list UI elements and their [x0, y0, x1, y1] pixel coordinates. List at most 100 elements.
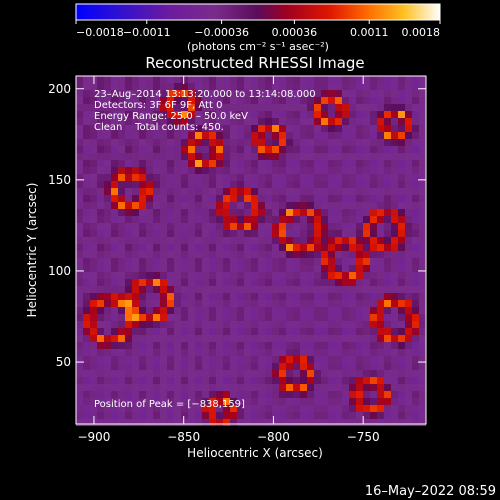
- heatmap-cell: [237, 398, 244, 405]
- heatmap-cell: [244, 391, 251, 398]
- heatmap-cell: [125, 153, 132, 160]
- heatmap-cell: [230, 356, 237, 363]
- heatmap-cell: [286, 398, 293, 405]
- heatmap-cell: [251, 349, 258, 356]
- heatmap-cell: [384, 356, 391, 363]
- heatmap-cell: [195, 216, 202, 223]
- heatmap-cell: [286, 139, 293, 146]
- heatmap-cell: [111, 412, 118, 419]
- heatmap-cell: [216, 328, 223, 335]
- heatmap-cell: [328, 412, 335, 419]
- heatmap-cell: [251, 209, 258, 216]
- heatmap-cell: [349, 356, 356, 363]
- heatmap-cell: [251, 139, 258, 146]
- heatmap-cell: [167, 125, 174, 132]
- heatmap-cell: [300, 335, 307, 342]
- heatmap-cell: [265, 237, 272, 244]
- heatmap-cell: [83, 356, 90, 363]
- heatmap-cell: [370, 90, 377, 97]
- heatmap-cell: [153, 146, 160, 153]
- heatmap-cell: [321, 83, 328, 90]
- heatmap-cell: [216, 125, 223, 132]
- heatmap-cell: [244, 342, 251, 349]
- heatmap-cell: [216, 258, 223, 265]
- heatmap-cell: [125, 363, 132, 370]
- heatmap-cell: [83, 244, 90, 251]
- heatmap-cell: [265, 230, 272, 237]
- heatmap-cell: [167, 83, 174, 90]
- heatmap-cell: [118, 153, 125, 160]
- heatmap-cell: [398, 279, 405, 286]
- heatmap-cell: [237, 160, 244, 167]
- heatmap-cell: [251, 181, 258, 188]
- heatmap-cell: [272, 398, 279, 405]
- heatmap-cell: [195, 419, 202, 426]
- heatmap-cell: [286, 377, 293, 384]
- heatmap-cell: [188, 279, 195, 286]
- heatmap-cell: [335, 83, 342, 90]
- heatmap-cell: [321, 412, 328, 419]
- heatmap-cell: [104, 258, 111, 265]
- heatmap-cell: [202, 300, 209, 307]
- heatmap-cell: [286, 286, 293, 293]
- heatmap-cell: [384, 293, 391, 300]
- heatmap-cell: [118, 202, 125, 209]
- heatmap-cell: [377, 419, 384, 426]
- heatmap-cell: [419, 132, 426, 139]
- heatmap-cell: [104, 321, 111, 328]
- heatmap-cell: [251, 223, 258, 230]
- heatmap-cell: [328, 349, 335, 356]
- annotation-detectors: Detectors: 3F 6F 9F, Att 0: [94, 100, 222, 111]
- heatmap-cell: [377, 391, 384, 398]
- heatmap-cell: [244, 97, 251, 104]
- heatmap-cell: [272, 342, 279, 349]
- heatmap-cell: [356, 265, 363, 272]
- heatmap-cell: [307, 111, 314, 118]
- heatmap-cell: [132, 377, 139, 384]
- heatmap-cell: [111, 202, 118, 209]
- heatmap-cell: [195, 167, 202, 174]
- heatmap-cell: [97, 118, 104, 125]
- heatmap-cell: [97, 412, 104, 419]
- heatmap-cell: [293, 258, 300, 265]
- heatmap-cell: [209, 90, 216, 97]
- heatmap-cell: [181, 83, 188, 90]
- heatmap-cell: [293, 419, 300, 426]
- heatmap-cell: [132, 286, 139, 293]
- heatmap-cell: [412, 412, 419, 419]
- heatmap-cell: [244, 412, 251, 419]
- heatmap-cell: [384, 391, 391, 398]
- heatmap-cell: [286, 76, 293, 83]
- heatmap-cell: [398, 377, 405, 384]
- heatmap-cell: [132, 209, 139, 216]
- heatmap-cell: [307, 251, 314, 258]
- heatmap-cell: [363, 349, 370, 356]
- heatmap-cell: [300, 118, 307, 125]
- heatmap-cell: [118, 209, 125, 216]
- heatmap-cell: [265, 104, 272, 111]
- heatmap-cell: [279, 272, 286, 279]
- heatmap-cell: [293, 349, 300, 356]
- heatmap-cell: [314, 300, 321, 307]
- heatmap-cell: [349, 139, 356, 146]
- heatmap-cell: [97, 391, 104, 398]
- heatmap-cell: [146, 237, 153, 244]
- heatmap-cell: [223, 209, 230, 216]
- heatmap-cell: [405, 181, 412, 188]
- heatmap-cell: [300, 356, 307, 363]
- heatmap-cell: [83, 167, 90, 174]
- heatmap-cell: [139, 405, 146, 412]
- heatmap-cell: [146, 160, 153, 167]
- heatmap-cell: [160, 139, 167, 146]
- heatmap-cell: [300, 272, 307, 279]
- heatmap-cell: [349, 321, 356, 328]
- heatmap-cell: [398, 90, 405, 97]
- heatmap-cell: [251, 167, 258, 174]
- heatmap-cell: [104, 167, 111, 174]
- x-tick-label: −800: [257, 430, 290, 444]
- heatmap-cell: [230, 223, 237, 230]
- heatmap-cell: [83, 230, 90, 237]
- heatmap-cell: [244, 237, 251, 244]
- heatmap-cell: [328, 314, 335, 321]
- heatmap-cell: [139, 202, 146, 209]
